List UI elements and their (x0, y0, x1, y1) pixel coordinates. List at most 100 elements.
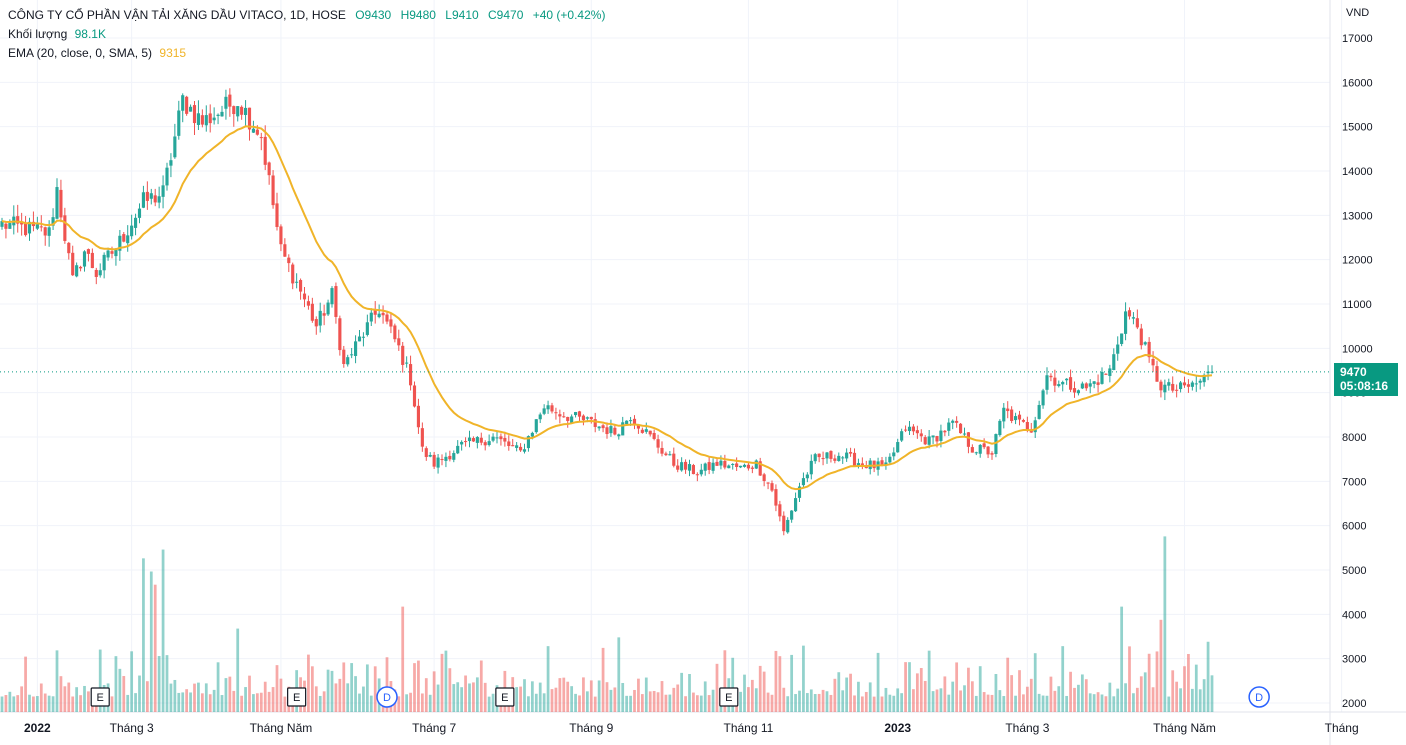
volume-bar (817, 693, 821, 712)
volume-bar (845, 677, 849, 712)
symbol-title[interactable]: CÔNG TY CỔ PHẦN VẬN TẢI XĂNG DẦU VITACO,… (8, 8, 346, 22)
candle-body (1033, 420, 1037, 433)
candle-body (1202, 374, 1206, 383)
candle-body (145, 191, 149, 201)
volume-bar (275, 665, 279, 712)
candle-body (766, 482, 770, 484)
candle-body (1135, 318, 1139, 328)
ema-line (1, 125, 1213, 491)
candle-body (35, 224, 39, 229)
volume-bar (114, 656, 118, 712)
volume-bar (248, 675, 251, 712)
volume-bar (915, 673, 919, 712)
ema-label[interactable]: EMA (20, close, 0, SMA, 5) (8, 46, 153, 60)
candle-body (232, 106, 236, 115)
volume-bar (1159, 619, 1163, 712)
volume-bar (369, 695, 373, 712)
candle-body (911, 426, 915, 432)
volume-bar (731, 657, 735, 712)
candle-body (951, 420, 955, 423)
volume-bar (1069, 671, 1072, 712)
candle-body (970, 447, 974, 453)
candle-body (393, 325, 397, 340)
candle-body (629, 420, 633, 422)
volume-bar (1171, 670, 1175, 712)
candle-body (923, 437, 927, 445)
volume-bar (24, 656, 27, 712)
price-tick-label: 11000 (1342, 299, 1372, 311)
volume-bar (1175, 681, 1179, 712)
candle-body (381, 312, 385, 316)
volume-bar (711, 689, 715, 712)
candle-body (338, 318, 342, 351)
candle-body (609, 426, 613, 434)
volume-label[interactable]: Khối lượng (8, 27, 68, 41)
volume-bar (259, 692, 263, 712)
candle-body (833, 458, 837, 461)
volume-bar (1202, 679, 1206, 712)
price-tick-label: 15000 (1342, 122, 1373, 134)
volume-bar (1002, 696, 1006, 712)
volume-bar (181, 692, 185, 712)
volume-bar (55, 650, 59, 712)
volume-bar (448, 668, 452, 712)
candle-body (731, 463, 735, 465)
candle-body (617, 434, 621, 437)
candle-body (1175, 389, 1179, 391)
time-axis[interactable]: 2022 Tháng 3 Tháng Năm Tháng 7 Tháng 9 Tháng … (24, 721, 1359, 735)
candle-body (1045, 375, 1049, 390)
candle-body (51, 217, 55, 226)
volume-bar (1210, 675, 1214, 712)
volume-bar (279, 678, 283, 712)
candle-body (75, 265, 79, 277)
candle-body (566, 416, 570, 421)
candle-body (1041, 390, 1045, 406)
candle-body (255, 129, 259, 135)
volume-bar (1198, 689, 1202, 712)
volume-bar (165, 655, 169, 712)
volume-bar (240, 695, 244, 712)
candle-body (71, 252, 75, 276)
candle-body (801, 478, 805, 486)
earnings-marker (495, 687, 515, 707)
candle-body (648, 430, 652, 435)
candle-body (632, 418, 637, 425)
volume-bar (986, 694, 990, 712)
candle-body (522, 449, 527, 452)
price-tick-label: 16000 (1342, 77, 1373, 89)
candle-body (181, 95, 185, 111)
volume-bar (672, 687, 676, 712)
volume-bar (896, 688, 900, 712)
volume-bar (71, 696, 75, 712)
candle-body (947, 422, 951, 431)
candle-body (856, 463, 860, 466)
volume-bar (1135, 687, 1139, 712)
time-tick-label: Tháng 11 (724, 721, 774, 735)
volume-bar (821, 689, 825, 712)
volume-bar (550, 689, 554, 712)
price-axis[interactable]: 2000300040005000600070008000900010000110… (1342, 33, 1373, 710)
volume-bar (444, 650, 448, 712)
candle-body (157, 196, 161, 203)
candle-body (220, 111, 224, 117)
candle-body (754, 460, 758, 469)
volume-bar (354, 676, 357, 712)
volume-bar (436, 684, 440, 712)
candle-body (216, 114, 220, 117)
volume-bar (475, 677, 479, 712)
volume-bar (401, 606, 405, 712)
candle-body (86, 249, 90, 254)
volume-bar (362, 686, 365, 712)
volume-bar (1120, 606, 1124, 712)
volume-bar (782, 687, 786, 712)
volume-bar (546, 646, 550, 712)
volume-bar (802, 645, 805, 712)
candle-body (310, 303, 314, 321)
candle-body (471, 438, 475, 442)
volume-bar (83, 685, 86, 712)
candle-body (283, 244, 287, 257)
candle-body (794, 498, 798, 512)
